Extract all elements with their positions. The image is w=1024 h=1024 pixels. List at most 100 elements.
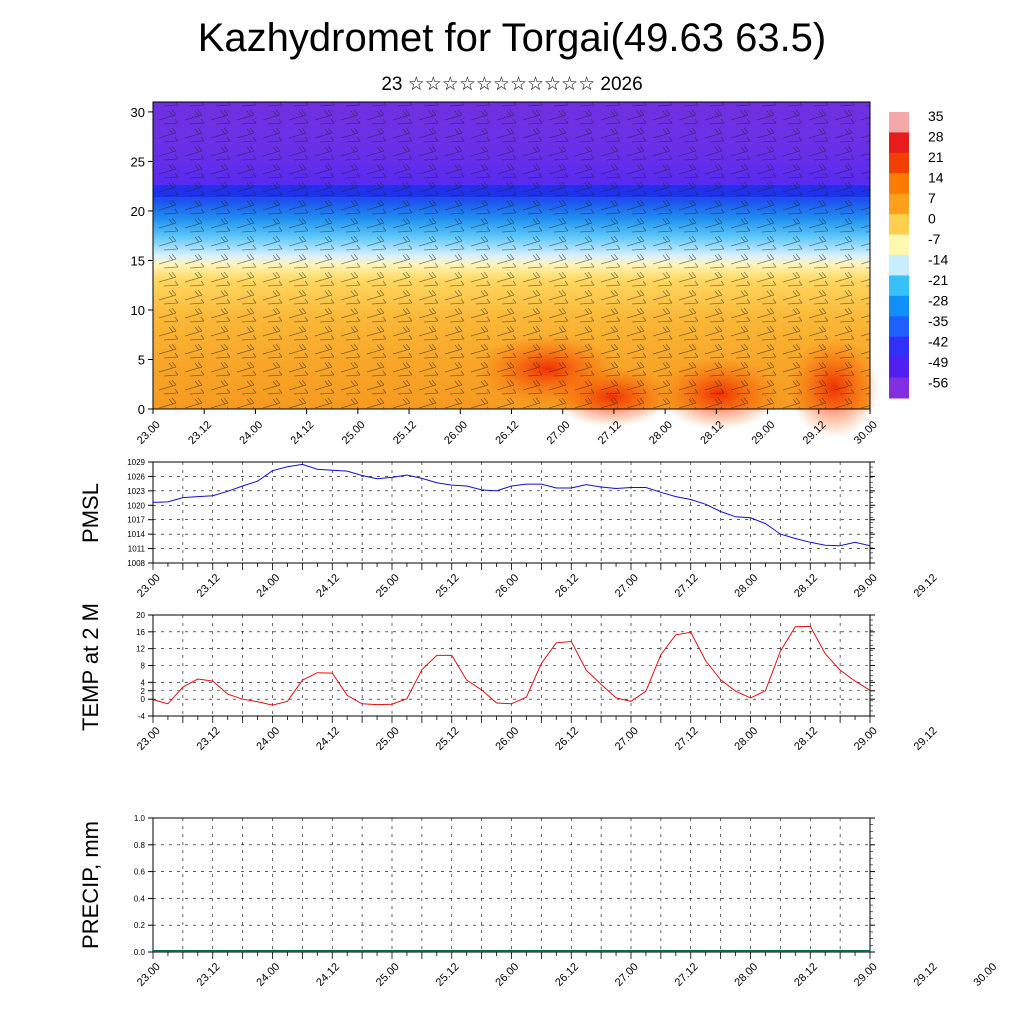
- x-tick-label: 25.00: [374, 572, 402, 600]
- temperature-wind-section: 0 5 10 15 20 25 30 23.00 23.12 24.00 24.12 25.00 25.…: [131, 101, 880, 447]
- colorbar-swatch: [889, 234, 909, 256]
- x-tick-label: 25.00: [340, 419, 368, 447]
- y-tick-label: 0.4: [134, 894, 146, 903]
- series-line: [152, 625, 871, 706]
- x-tick-label: 25.00: [374, 961, 402, 989]
- y-tick-label: 1014: [127, 530, 145, 539]
- colorbar-label: 28: [928, 129, 944, 145]
- x-tick-label: 28.00: [647, 419, 675, 447]
- x-tick-label: 24.00: [237, 419, 265, 447]
- y-axis-title: PMSL: [78, 483, 103, 543]
- y-tick-label: 1029: [127, 458, 145, 467]
- y-tick-label: 0: [141, 695, 146, 704]
- colorbar-label: 7: [928, 190, 936, 206]
- x-tick-label: 26.12: [553, 572, 581, 600]
- colorbar-swatch: [889, 316, 909, 338]
- x-tick-label: 23.12: [186, 419, 214, 447]
- temp-2m-chart: -4 024 8 12 16 20 23.00 23.12 24.00 24.12 25.00 25.…: [78, 603, 940, 753]
- x-tick-label: 26.00: [493, 572, 521, 600]
- y-tick-label: 1017: [127, 516, 145, 525]
- x-tick-label: 27.12: [673, 572, 701, 600]
- y-tick-label: 12: [136, 645, 145, 654]
- x-tick-label: 28.12: [792, 572, 820, 600]
- colorbar-swatch: [889, 173, 909, 195]
- y-tick-label: 1023: [127, 487, 145, 496]
- y-tick-label: 8: [141, 662, 146, 671]
- y-tick-label: 25: [131, 154, 145, 169]
- x-tick-label: 29.00: [852, 725, 880, 753]
- colorbar-swatch: [889, 255, 909, 276]
- x-tick-label: 23.00: [135, 961, 163, 989]
- colorbar-label: -21: [928, 272, 948, 288]
- x-tick-label: 23.12: [195, 961, 223, 989]
- x-tick-label: 28.00: [732, 725, 760, 753]
- y-tick-label: 0.8: [134, 841, 146, 850]
- x-tick-label: 26.12: [553, 725, 581, 753]
- x-tick-label: 24.12: [289, 419, 317, 447]
- y-tick-label: 4: [141, 678, 146, 687]
- x-tick-label: 25.12: [391, 419, 419, 447]
- series-line: [152, 463, 871, 547]
- y-tick-label: 30: [131, 105, 145, 120]
- colorbar-label: -49: [928, 354, 948, 370]
- x-tick-label: 24.00: [254, 725, 282, 753]
- colorbar-label: -56: [928, 375, 948, 391]
- temperature-colorbar: 35 28 21 14 7 0 -7 -14 -21 -28 -35 -42 -49 -56: [889, 108, 948, 399]
- colorbar-label: -28: [928, 293, 948, 309]
- y-tick-label: 1.0: [134, 814, 146, 823]
- y-tick-label: 10: [131, 303, 145, 318]
- x-tick-label: 26.00: [493, 961, 521, 989]
- colorbar-swatch: [889, 152, 909, 174]
- x-tick-label: 24.12: [314, 961, 342, 989]
- y-tick-label: 1008: [127, 559, 145, 568]
- x-tick-label: 23.12: [195, 725, 223, 753]
- colorbar-label: -14: [928, 252, 948, 268]
- page-title: Kazhydromet for Torgai(49.63 63.5): [197, 16, 827, 60]
- x-tick-label: 23.00: [135, 725, 163, 753]
- y-tick-label: 15: [131, 253, 145, 268]
- y-tick-label: 16: [136, 628, 145, 637]
- colorbar-label: 14: [928, 170, 944, 186]
- x-tick-label: 26.12: [553, 961, 581, 989]
- colorbar-label: -42: [928, 334, 948, 350]
- x-tick-label: 26.12: [493, 419, 521, 447]
- x-tick-label: 27.00: [545, 419, 573, 447]
- y-tick-label: 5: [138, 352, 145, 367]
- x-tick-label: 27.00: [613, 961, 641, 989]
- x-tick-label: 27.12: [673, 725, 701, 753]
- y-tick-label: 2: [141, 687, 146, 696]
- pmsl-chart: 1008 1011 1014 1017 1020 1023 1026 1029 23.00 23.…: [78, 458, 940, 600]
- colorbar-swatch: [889, 377, 909, 399]
- y-tick-label: 0.6: [134, 868, 146, 877]
- y-axis-title: PRECIP, mm: [78, 821, 103, 949]
- x-tick-label: 24.12: [314, 725, 342, 753]
- x-tick-label: 30.00: [971, 961, 999, 989]
- colorbar-swatch: [889, 193, 909, 215]
- y-tick-label: 20: [131, 204, 145, 219]
- precip-chart: 0.0 0.2 0.4 0.6 0.8 1.0 23.00 23.12 24.00 24.12 25…: [78, 814, 999, 989]
- x-tick-label: 24.00: [254, 572, 282, 600]
- x-tick-label: 29.12: [912, 572, 940, 600]
- x-tick-label: 29.12: [912, 961, 940, 989]
- x-tick-label: 28.12: [792, 961, 820, 989]
- x-tick-label: 27.00: [613, 572, 641, 600]
- wind-barbs: [153, 102, 870, 409]
- x-tick-label: 28.12: [792, 725, 820, 753]
- x-tick-label: 29.00: [852, 961, 880, 989]
- x-tick-label: 27.00: [613, 725, 641, 753]
- x-tick-label: 25.12: [434, 725, 462, 753]
- x-tick-label: 23.00: [135, 572, 163, 600]
- y-tick-label: 0.2: [134, 921, 146, 930]
- x-tick-label: 24.00: [254, 961, 282, 989]
- colorbar-label: -7: [928, 231, 941, 247]
- x-tick-label: 26.00: [442, 419, 470, 447]
- colorbar-swatch: [889, 132, 909, 154]
- y-axis-title: TEMP at 2 M: [78, 603, 103, 731]
- colorbar-swatch: [889, 357, 909, 379]
- x-tick-label: 28.00: [732, 572, 760, 600]
- y-tick-label: 0: [138, 402, 145, 417]
- x-tick-label: 25.12: [434, 572, 462, 600]
- colorbar-label: 0: [928, 211, 936, 227]
- x-tick-label: 25.12: [434, 961, 462, 989]
